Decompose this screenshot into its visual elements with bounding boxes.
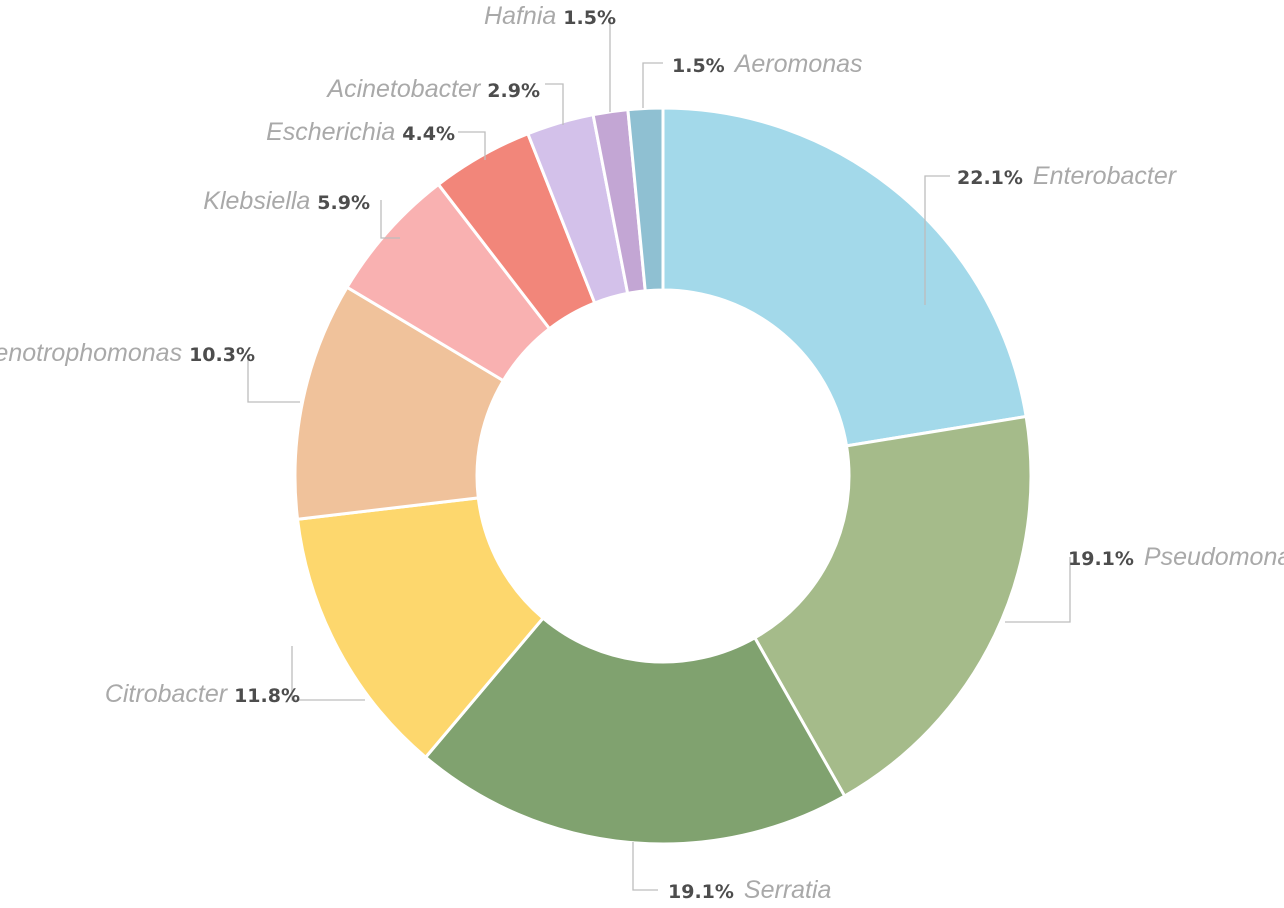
leader-line-klebsiella	[380, 200, 400, 239]
leader-line-enterobacter	[924, 175, 950, 305]
slice-aeromonas	[626, 106, 665, 293]
leader-lines	[247, 18, 1071, 891]
category-label-citrobacter: Citrobacter	[105, 680, 229, 708]
value-label-klebsiella: 5.9%	[317, 192, 370, 214]
leader-line-escherichia	[458, 131, 486, 160]
slice-enterobacter	[661, 106, 1028, 448]
category-label-acinetobacter: Acinetobacter	[325, 75, 482, 103]
label-serratia: 19.1% Serratia	[668, 876, 832, 904]
value-label-enterobacter: 22.1%	[957, 167, 1023, 189]
label-klebsiella: Klebsiella 5.9%	[203, 187, 370, 215]
category-label-hafnia: Hafnia	[484, 2, 556, 30]
category-label-klebsiella: Klebsiella	[203, 187, 310, 215]
label-aeromonas: 1.5% Aeromonas	[672, 50, 863, 78]
leader-line-acinetobacter	[545, 83, 564, 125]
leader-line-citrobacter	[291, 646, 365, 701]
value-label-citrobacter: 11.8%	[234, 685, 300, 707]
label-citrobacter: Citrobacter 11.8%	[105, 680, 300, 708]
leader-line-pseudomonas	[1005, 557, 1071, 623]
value-label-aeromonas: 1.5%	[672, 55, 725, 77]
value-label-stenotrophomonas: 10.3%	[189, 344, 255, 366]
slice-serratia	[423, 616, 847, 846]
slice-stenotrophomonas	[293, 285, 506, 521]
label-hafnia: Hafnia 1.5%	[484, 2, 616, 30]
category-label-escherichia: Escherichia	[266, 118, 395, 146]
value-label-escherichia: 4.4%	[402, 123, 455, 145]
category-label-enterobacter: Enterobacter	[1033, 162, 1178, 190]
label-stenotrophomonas: Stenotrophomonas 10.3%	[0, 339, 255, 367]
category-label-aeromonas: Aeromonas	[733, 50, 863, 78]
category-label-stenotrophomonas: Stenotrophomonas	[0, 339, 182, 367]
slice-pseudomonas	[752, 414, 1033, 799]
category-label-pseudomonas: Pseudomonas	[1144, 543, 1284, 571]
label-enterobacter: 22.1% Enterobacter	[957, 162, 1178, 190]
slice-citrobacter	[295, 496, 546, 760]
leader-line-stenotrophomonas	[247, 355, 300, 403]
donut-slices	[293, 106, 1033, 846]
value-label-acinetobacter: 2.9%	[487, 80, 540, 102]
label-escherichia: Escherichia 4.4%	[266, 118, 455, 146]
label-pseudomonas: 19.1% Pseudomonas	[1068, 543, 1284, 571]
value-label-serratia: 19.1%	[668, 881, 734, 903]
label-acinetobacter: Acinetobacter 2.9%	[325, 75, 540, 103]
value-label-hafnia: 1.5%	[563, 7, 616, 29]
leader-line-aeromonas	[642, 62, 663, 108]
category-label-serratia: Serratia	[744, 876, 832, 904]
value-label-pseudomonas: 19.1%	[1068, 548, 1134, 570]
leader-line-serratia	[632, 842, 658, 891]
